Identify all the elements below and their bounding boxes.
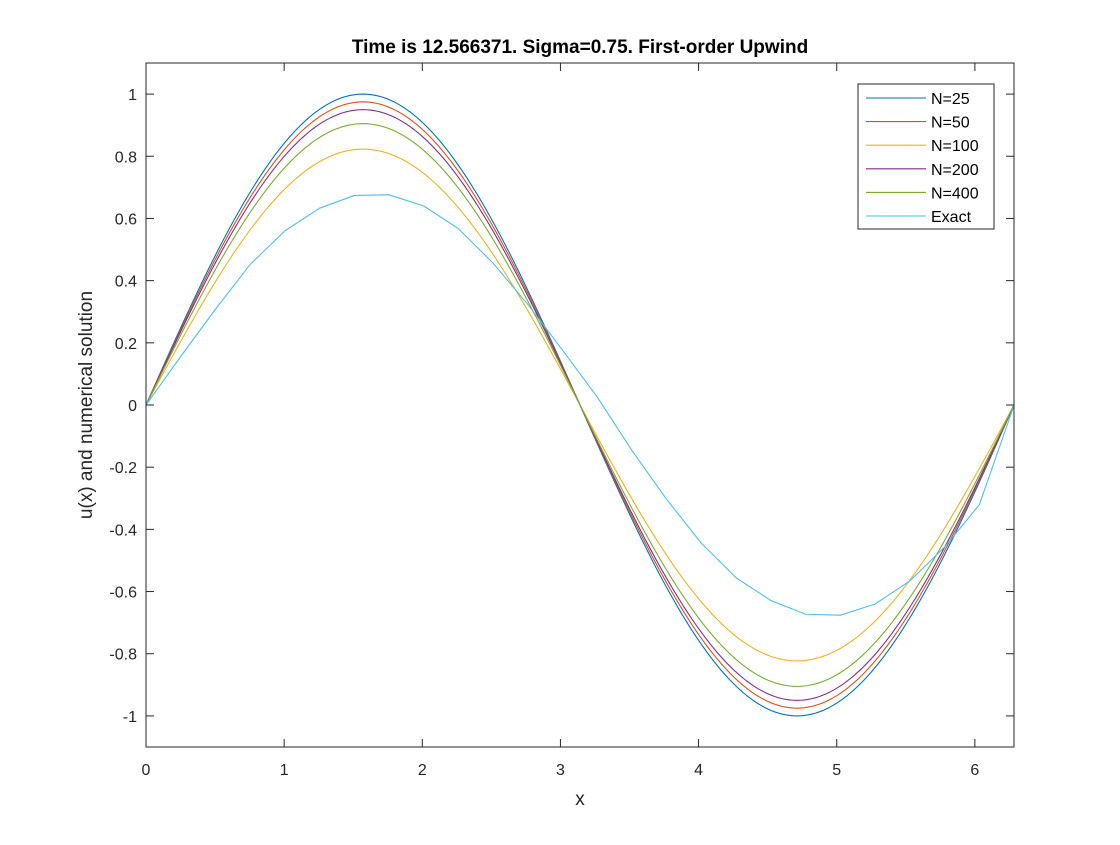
x-tick-label: 0 <box>142 762 151 779</box>
y-tick-label: 0.2 <box>115 336 137 353</box>
y-tick-label: -0.4 <box>109 522 137 539</box>
y-tick-label: -0.8 <box>109 647 137 664</box>
legend-label-n-25: N=25 <box>931 91 970 108</box>
x-tick-label: 2 <box>418 762 427 779</box>
x-tick-label: 4 <box>694 762 703 779</box>
legend-label-exact: Exact <box>931 209 972 226</box>
y-tick-label: 0 <box>128 398 137 415</box>
x-tick-label: 1 <box>280 762 289 779</box>
y-tick-label: 0.4 <box>115 274 137 291</box>
legend-label-n-50: N=50 <box>931 115 970 132</box>
series-line-exact <box>145 194 1015 616</box>
legend-label-n-200: N=200 <box>931 162 979 179</box>
legend-box <box>857 83 995 230</box>
x-tick-label: 6 <box>970 762 979 779</box>
series-line-n-400 <box>145 123 1015 687</box>
y-tick-label: -1 <box>123 709 137 726</box>
y-axis-ticks: -1 -0.8 -0.6 -0.4 -0.2 0 0.2 0.4 0.6 0.8 1 <box>109 87 1014 726</box>
y-axis-label: u(x) and numerical solution <box>76 291 97 519</box>
x-axis-label: x <box>575 789 585 810</box>
y-tick-label: -0.6 <box>109 585 137 602</box>
y-tick-label: -0.2 <box>109 460 137 477</box>
legend-label-n-400: N=400 <box>931 185 979 202</box>
chart-title: Time is 12.566371. Sigma=0.75. First-ord… <box>352 37 808 58</box>
y-tick-label: 0.6 <box>115 211 137 228</box>
legend-label-n-100: N=100 <box>931 138 979 155</box>
y-tick-label: 1 <box>128 87 137 104</box>
series-layer <box>145 93 1015 717</box>
legend: N=25 N=50 N=100 N=200 N=400 Exact <box>857 83 995 230</box>
y-tick-label: 0.8 <box>115 149 137 166</box>
x-tick-label: 5 <box>832 762 841 779</box>
x-tick-label: 3 <box>556 762 565 779</box>
x-axis-ticks: 0 1 2 3 4 5 6 <box>142 63 979 779</box>
